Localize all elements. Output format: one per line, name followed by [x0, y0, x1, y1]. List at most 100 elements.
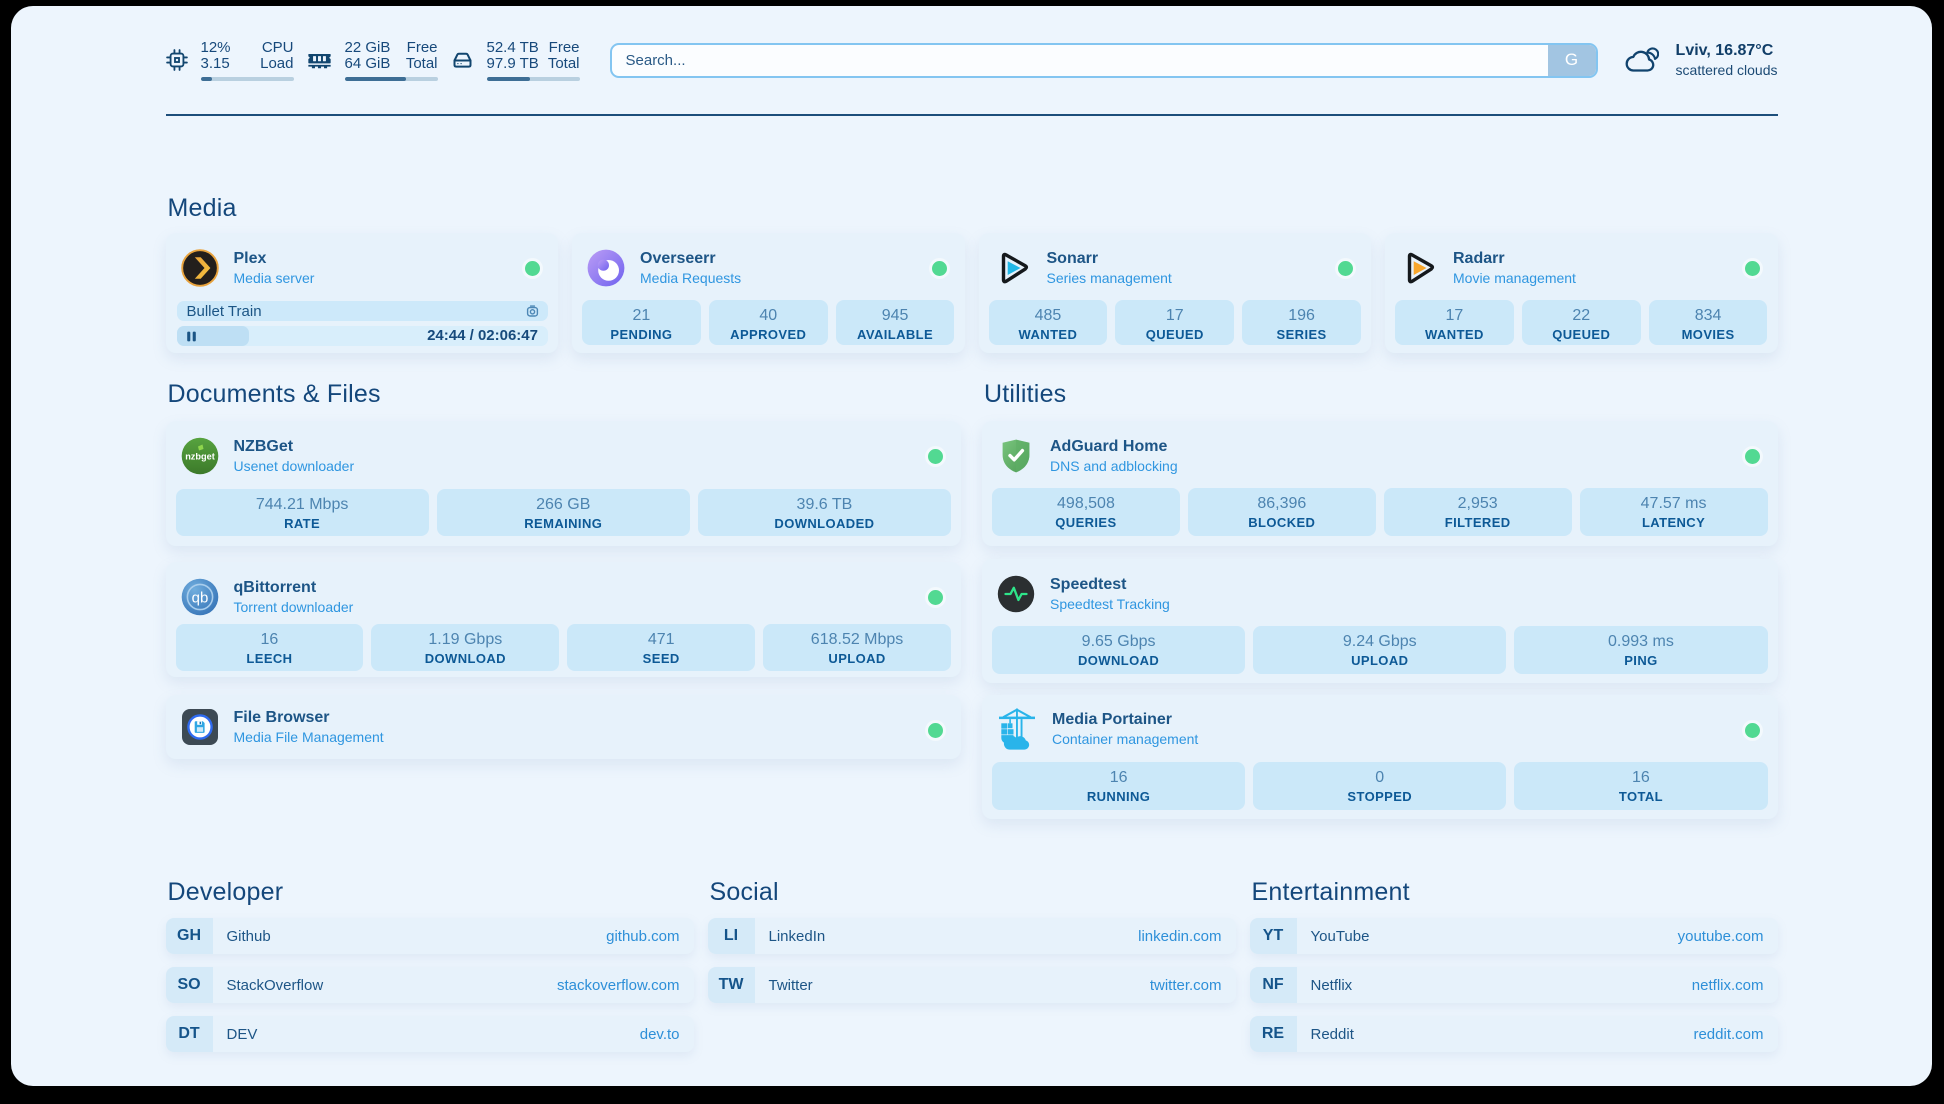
- bookmark-youtube[interactable]: YT YouTube youtube.com: [1249, 918, 1778, 954]
- bookmark-name: Twitter: [768, 976, 813, 994]
- overseerr-stat-approved: 40 APPROVED: [708, 300, 828, 345]
- speedtest-icon: [997, 575, 1035, 613]
- svg-text:nzbget: nzbget: [185, 452, 215, 462]
- qbittorrent-stat-download: 1.19 Gbps DOWNLOAD: [371, 624, 560, 671]
- ram-free-label: Free: [406, 38, 438, 56]
- bookmark-url: github.com: [606, 927, 680, 945]
- ram-widget: 22 GiB Free 64 GiB Total: [307, 38, 438, 81]
- sonarr-stat-queued: 17 QUEUED: [1115, 300, 1235, 345]
- media-card-row: Plex Media server Bullet Train: [165, 233, 1778, 353]
- card-qbittorrent[interactable]: qb qBittorrent Torrent downloader 16 LEE…: [165, 562, 961, 677]
- overseerr-title: Overseerr: [640, 250, 716, 267]
- card-portainer[interactable]: Media Portainer Container management 16 …: [982, 695, 1778, 819]
- bookmark-twitter[interactable]: TW Twitter twitter.com: [707, 967, 1236, 1003]
- cpu-icon: [165, 49, 188, 71]
- card-radarr[interactable]: Radarr Movie management 17 WANTED 22 QUE…: [1385, 233, 1778, 353]
- qbittorrent-stat-seed: 471 SEED: [567, 624, 756, 671]
- card-overseerr[interactable]: Overseerr Media Requests 21 PENDING 40 A…: [572, 233, 965, 353]
- section-title-social: Social: [709, 878, 779, 906]
- cloud-moon-icon: [1625, 45, 1659, 75]
- card-filebrowser[interactable]: File Browser Media File Management: [165, 695, 961, 759]
- bookmark-url: twitter.com: [1149, 976, 1222, 994]
- disk-widget: 52.4 TB Free 97.9 TB Total: [451, 38, 580, 81]
- ram-progress-bar: [344, 76, 438, 81]
- radarr-subtitle: Movie management: [1453, 270, 1576, 286]
- bookmark-name: Reddit: [1310, 1025, 1354, 1043]
- disk-free: 52.4 TB: [486, 38, 539, 56]
- portainer-title: Media Portainer: [1052, 711, 1173, 728]
- nzbget-stat-remaining: 266 GB REMAINING: [436, 489, 690, 536]
- bookmark-linkedin[interactable]: LI LinkedIn linkedin.com: [707, 918, 1236, 954]
- ram-icon: [307, 48, 332, 73]
- sonarr-title: Sonarr: [1046, 250, 1099, 267]
- radarr-icon: [1400, 249, 1438, 287]
- bookmark-reddit[interactable]: RE Reddit reddit.com: [1249, 1016, 1778, 1052]
- portainer-status-dot: [1744, 723, 1760, 738]
- sonarr-status-dot: [1338, 261, 1353, 276]
- ram-total-label: Total: [405, 54, 438, 72]
- svg-text:qb: qb: [191, 590, 208, 607]
- card-speedtest[interactable]: Speedtest Speedtest Tracking 9.65 Gbps D…: [982, 559, 1778, 683]
- cpu-percent: 12%: [200, 38, 231, 56]
- overseerr-icon: [587, 249, 625, 287]
- nzbget-icon: nzbget: [181, 437, 219, 475]
- camera-icon[interactable]: [526, 305, 539, 318]
- qbittorrent-subtitle: Torrent downloader: [233, 599, 354, 615]
- bookmark-url: netflix.com: [1691, 976, 1764, 994]
- bookmark-netflix[interactable]: NF Netflix netflix.com: [1249, 967, 1778, 1003]
- weather-widget: Lviv, 16.87°C scattered clouds: [1625, 41, 1778, 79]
- overseerr-stat-pending: 21 PENDING: [582, 300, 701, 345]
- speedtest-subtitle: Speedtest Tracking: [1050, 596, 1170, 612]
- nzbget-title: NZBGet: [233, 438, 294, 455]
- bookmark-name: YouTube: [1310, 927, 1370, 945]
- bookmark-url: youtube.com: [1677, 927, 1764, 945]
- cpu-widget: 12% CPU 3.15 Load: [165, 38, 294, 81]
- portainer-stat-stopped: 0 STOPPED: [1253, 762, 1507, 810]
- pause-icon[interactable]: [186, 331, 197, 342]
- bookmark-abbr: LI: [707, 918, 755, 954]
- bookmark-group-developer: Developer GH Github github.com SO StackO…: [165, 819, 694, 1065]
- search-input[interactable]: [609, 42, 1598, 78]
- plex-time-display: 24:44 / 02:06:47: [427, 327, 538, 344]
- bookmark-abbr: NF: [1249, 967, 1297, 1003]
- sonarr-icon: [994, 249, 1032, 287]
- cpu-progress-bar: [200, 76, 294, 81]
- radarr-stat-queued: 22 QUEUED: [1521, 300, 1641, 345]
- ram-progress-fill: [344, 76, 406, 81]
- filebrowser-icon: [181, 708, 219, 746]
- speedtest-stat-upload: 9.24 Gbps UPLOAD: [1253, 626, 1507, 674]
- ram-free: 22 GiB: [344, 38, 391, 56]
- filebrowser-title: File Browser: [233, 709, 330, 726]
- disk-icon: [451, 49, 474, 71]
- plex-progress-bar[interactable]: 24:44 / 02:06:47: [176, 326, 548, 346]
- radarr-status-dot: [1744, 261, 1760, 276]
- qbittorrent-title: qBittorrent: [233, 579, 317, 596]
- qbittorrent-stat-leech: 16 LEECH: [175, 624, 364, 671]
- radarr-title: Radarr: [1453, 250, 1505, 267]
- card-adguard[interactable]: AdGuard Home DNS and adblocking 498,508 …: [982, 421, 1778, 546]
- dashboard-page: 12% CPU 3.15 Load 22 GiB Free: [11, 6, 1932, 1086]
- disk-free-label: Free: [548, 38, 580, 56]
- bookmark-url: stackoverflow.com: [556, 976, 680, 994]
- card-nzbget[interactable]: nzbget NZBGet Usenet downloader 744.21 M…: [165, 421, 961, 546]
- adguard-status-dot: [1744, 449, 1760, 464]
- speedtest-stat-download: 9.65 Gbps DOWNLOAD: [992, 626, 1246, 674]
- weather-location-temp: Lviv, 16.87°C: [1675, 42, 1774, 59]
- portainer-subtitle: Container management: [1052, 731, 1199, 747]
- card-plex[interactable]: Plex Media server Bullet Train: [165, 233, 558, 353]
- bookmark-abbr: TW: [707, 967, 755, 1003]
- sonarr-stat-wanted: 485 WANTED: [988, 300, 1108, 345]
- portainer-stat-running: 16 RUNNING: [992, 762, 1246, 810]
- adguard-subtitle: DNS and adblocking: [1050, 458, 1178, 474]
- bookmark-dev[interactable]: DT DEV dev.to: [165, 1016, 694, 1052]
- portainer-stat-total: 16 TOTAL: [1514, 762, 1768, 810]
- search-engine-button[interactable]: G: [1547, 44, 1596, 76]
- card-sonarr[interactable]: Sonarr Series management 485 WANTED 17 Q…: [978, 233, 1371, 353]
- bookmark-group-social: Social LI LinkedIn linkedin.com TW Twitt…: [707, 819, 1236, 1065]
- plex-now-playing-title: Bullet Train: [186, 302, 262, 320]
- bookmark-github[interactable]: GH Github github.com: [165, 918, 694, 954]
- section-title-utilities: Utilities: [984, 380, 1067, 408]
- bookmark-stackoverflow[interactable]: SO StackOverflow stackoverflow.com: [165, 967, 694, 1003]
- cpu-progress-fill: [200, 76, 212, 81]
- section-title-developer: Developer: [167, 878, 284, 906]
